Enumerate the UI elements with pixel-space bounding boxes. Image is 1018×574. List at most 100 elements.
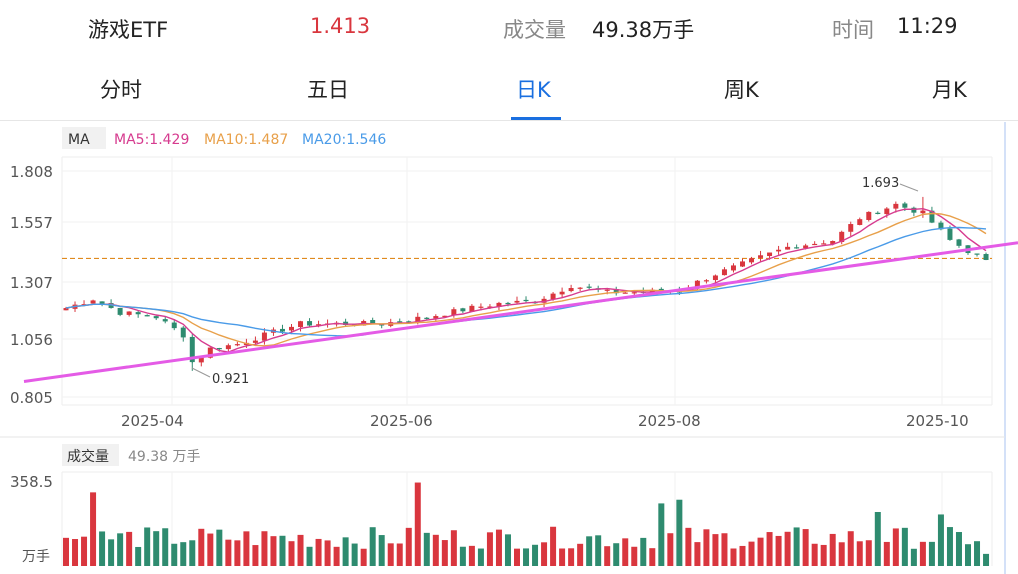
- volume-bar: [802, 529, 809, 566]
- volume-bar: [712, 534, 719, 566]
- candle-body: [785, 246, 791, 250]
- volume-bar: [72, 539, 79, 566]
- volume-bar: [946, 527, 953, 566]
- candle-body: [703, 280, 709, 282]
- candlestick-series: [63, 196, 989, 371]
- volume-bar: [342, 537, 349, 566]
- tab-five-day[interactable]: 五日: [307, 78, 349, 102]
- candle-body: [721, 269, 727, 276]
- candle-body: [839, 231, 845, 242]
- volume-bar: [234, 540, 241, 566]
- candle-body: [974, 253, 980, 255]
- volume-bar: [856, 541, 863, 566]
- candle-body: [343, 321, 349, 326]
- ma10-line: [65, 212, 987, 347]
- volume-bar: [631, 546, 638, 566]
- ma-legend-label: MA: [68, 132, 90, 148]
- volume-bar: [739, 545, 746, 566]
- candle-body: [108, 303, 114, 308]
- candle-body: [631, 292, 637, 294]
- volume-bar: [965, 544, 971, 566]
- volume-bar: [486, 532, 493, 566]
- volume-bar: [423, 532, 430, 566]
- moving-average-lines: [65, 207, 987, 353]
- volume-bar: [396, 543, 403, 566]
- volume-bar: [189, 540, 196, 566]
- candle-body: [613, 289, 619, 294]
- price-grid: [61, 156, 993, 406]
- volume-bar: [559, 548, 566, 566]
- x-tick-label: 2025-10: [906, 412, 969, 430]
- volume-bar: [613, 543, 620, 566]
- candle-body: [180, 327, 186, 338]
- volume-bar: [847, 531, 854, 566]
- volume-bar: [351, 543, 358, 566]
- volume-bar: [63, 537, 69, 566]
- volume-bar: [297, 534, 304, 566]
- volume-bar: [459, 546, 466, 566]
- candle-body: [171, 322, 177, 329]
- volume-bar: [90, 492, 97, 566]
- volume-bar: [622, 538, 629, 566]
- volume-bar: [306, 546, 313, 566]
- y-tick-label: 1.307: [10, 274, 53, 292]
- candle-body: [424, 317, 430, 319]
- tab-intraday[interactable]: 分时: [100, 78, 142, 102]
- volume-bar: [468, 545, 475, 566]
- volume-bar: [649, 548, 656, 566]
- time-label: 时间: [832, 18, 874, 42]
- volume-bar: [974, 541, 981, 566]
- support-trend-line: [23, 241, 1018, 383]
- candle-body: [586, 286, 592, 288]
- active-tab-underline: [511, 117, 561, 120]
- current-price: 1.413: [310, 14, 371, 38]
- tabs-divider: [0, 120, 1018, 121]
- candle-body: [162, 319, 168, 322]
- low-annotation: 0.921: [212, 372, 249, 387]
- volume-bar: [721, 533, 728, 566]
- candle-body: [622, 292, 628, 294]
- volume-bar: [775, 535, 782, 566]
- volume-bar: [126, 531, 133, 566]
- high-annotation-leader: [899, 183, 919, 192]
- candle-body: [848, 224, 854, 232]
- candle-body: [505, 302, 511, 305]
- candle-body: [902, 203, 908, 208]
- candle-body: [794, 247, 800, 249]
- candle-body: [740, 261, 745, 267]
- candle-body: [225, 345, 231, 350]
- volume-axis-max: 358.5: [10, 473, 53, 491]
- volume-axis-unit: 万手: [22, 549, 50, 565]
- volume-bar: [279, 535, 286, 566]
- volume-bar: [333, 546, 340, 566]
- volume-bar: [910, 548, 917, 566]
- volume-bar: [162, 528, 169, 566]
- tab-daily-k[interactable]: 日K: [516, 78, 551, 102]
- candle-body: [63, 308, 69, 311]
- candle-body: [207, 347, 213, 358]
- tab-monthly-k[interactable]: 月K: [932, 78, 967, 102]
- tab-weekly-k[interactable]: 周K: [724, 78, 759, 102]
- volume-bar: [523, 548, 530, 566]
- trend-line: [23, 241, 1018, 383]
- candle-body: [298, 321, 304, 328]
- volume-bar: [81, 536, 88, 566]
- candle-body: [153, 316, 159, 319]
- volume-bar: [983, 553, 990, 566]
- volume-bar: [586, 536, 593, 566]
- volume-bar: [261, 531, 268, 566]
- candle-body: [234, 344, 240, 346]
- high-annotation: 1.693: [862, 176, 899, 191]
- volume-bar: [135, 546, 142, 566]
- volume-bar: [180, 542, 187, 566]
- volume-bar: [405, 527, 412, 566]
- volume-bar: [450, 530, 457, 566]
- candle-body: [514, 300, 520, 303]
- candle-body: [406, 321, 412, 323]
- volume-bar: [324, 540, 331, 566]
- candle-body: [776, 249, 782, 252]
- volume-bar: [288, 541, 295, 566]
- volume-bar: [937, 514, 944, 566]
- candle-body: [469, 305, 475, 312]
